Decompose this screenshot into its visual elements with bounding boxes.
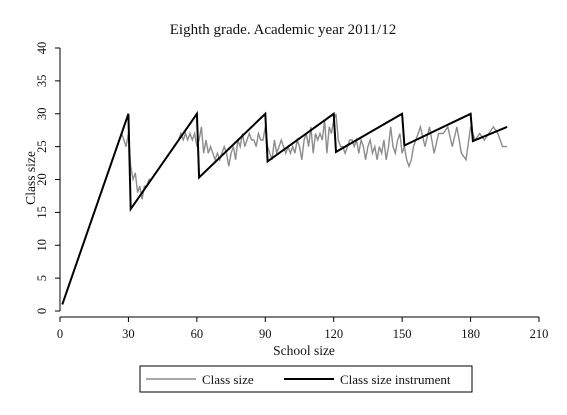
x-tick-label: 90: [259, 327, 272, 341]
series-layer: [61, 110, 508, 305]
x-tick-label: 120: [324, 327, 343, 341]
y-tick-label: 35: [35, 75, 49, 88]
x-tick-label: 30: [122, 327, 135, 341]
y-axis-label: Class size: [23, 151, 38, 205]
chart-title: Eighth grade. Academic year 2011/12: [170, 22, 396, 38]
x-tick-label: 150: [393, 327, 412, 341]
y-tick-label: 0: [35, 308, 49, 314]
legend-label: Class size instrument: [340, 372, 451, 387]
legend-label: Class size: [202, 372, 254, 387]
x-tick-label: 60: [191, 327, 204, 341]
y-tick-label: 30: [35, 108, 49, 121]
y-tick-label: 20: [35, 173, 49, 186]
x-axis: 0 30 60 90 120 150 180 210: [57, 316, 549, 341]
y-tick-label: 25: [35, 140, 49, 153]
legend: Class size Class size instrument: [139, 365, 473, 393]
y-tick-label: 15: [35, 206, 49, 219]
y-axis: 0 5 10 15 20 25 30 35 40: [35, 42, 61, 314]
x-tick-label: 210: [530, 327, 549, 341]
x-tick-label: 0: [57, 327, 63, 341]
x-tick-label: 180: [461, 327, 480, 341]
x-axis-label: School size: [273, 343, 335, 358]
y-tick-label: 40: [35, 42, 49, 55]
y-tick-label: 10: [35, 239, 49, 252]
class-size-instrument-series-line: [61, 110, 508, 305]
y-tick-label: 5: [35, 275, 49, 281]
